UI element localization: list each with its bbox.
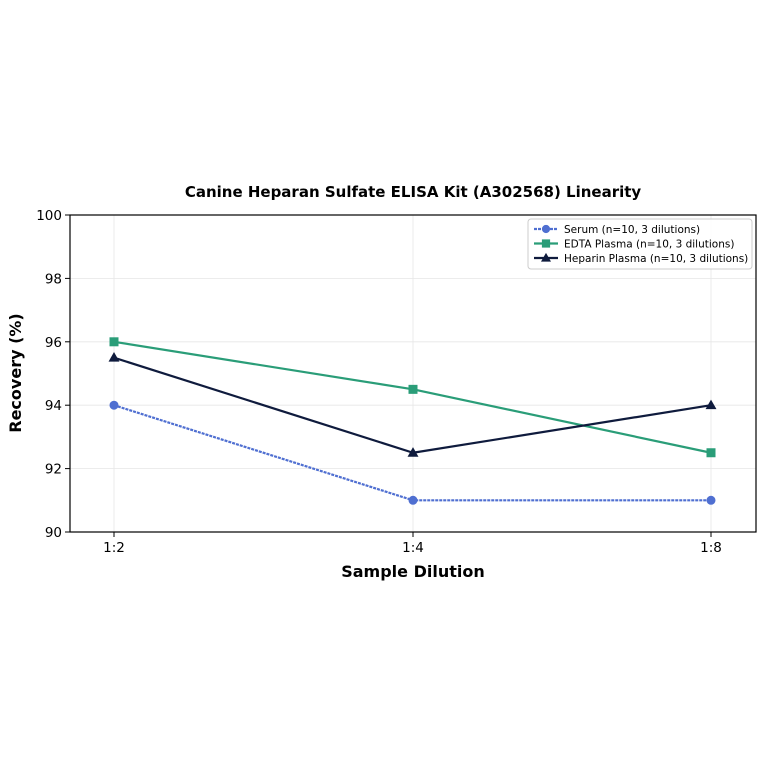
y-tick-label: 92 (45, 462, 62, 478)
axes: 1:2 1:4 1:8 90 92 94 96 98 100 (36, 208, 722, 556)
legend-label: Heparin Plasma (n=10, 3 dilutions) (564, 253, 748, 265)
data-point (541, 239, 551, 248)
data-point (541, 224, 551, 234)
data-point (706, 495, 716, 505)
series-0 (109, 400, 716, 505)
x-tick-label: 1:8 (700, 540, 722, 556)
series-1 (109, 337, 716, 458)
y-tick-label: 90 (45, 525, 62, 541)
data-point (706, 448, 716, 458)
legend-box (527, 218, 753, 270)
x-tick-label: 1:2 (103, 540, 125, 556)
legend: Serum (n=10, 3 dilutions) EDTA Plasma (n=… (527, 218, 753, 270)
y-tick-label: 96 (45, 335, 62, 351)
legend-item: Heparin Plasma (n=10, 3 dilutions) (534, 252, 748, 265)
data-point (108, 352, 120, 362)
y-tick-label: 100 (36, 208, 62, 224)
data-point (109, 337, 119, 347)
legend-label: EDTA Plasma (n=10, 3 dilutions) (564, 239, 734, 251)
data-point (705, 399, 717, 410)
x-tick-label: 1:4 (402, 540, 424, 556)
legend-item: EDTA Plasma (n=10, 3 dilutions) (534, 239, 734, 251)
y-tick-label: 98 (45, 271, 62, 287)
series-2 (108, 352, 717, 457)
legend-item: Serum (n=10, 3 dilutions) (534, 224, 700, 236)
data-point (109, 400, 119, 410)
data-point (540, 252, 552, 262)
data-point (408, 495, 418, 505)
data-point (408, 384, 418, 394)
x-axis-label: Sample Dilution (341, 562, 485, 581)
chart-title: Canine Heparan Sulfate ELISA Kit (A30256… (185, 183, 642, 201)
y-tick-label: 94 (45, 398, 62, 414)
data-point (407, 447, 419, 457)
series-line (113, 340, 712, 454)
legend-label: Serum (n=10, 3 dilutions) (564, 224, 700, 236)
y-axis-label: Recovery (%) (6, 313, 25, 432)
series-layer (108, 337, 717, 505)
